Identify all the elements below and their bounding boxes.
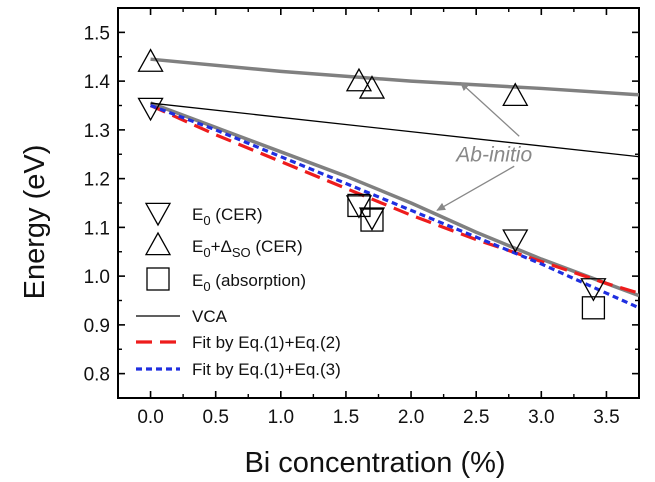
legend-marker-square — [146, 267, 170, 291]
x-tick-label: 0.0 — [137, 407, 163, 428]
ab-initio-line-2 — [149, 101, 639, 298]
data-point-triangle-up — [137, 48, 164, 72]
x-tick-label: 2.5 — [463, 407, 489, 428]
legend-label: Fit by Eq.(1)+Eq.(2) — [192, 333, 341, 352]
series-line-3 — [150, 104, 639, 310]
x-tick-label: 3.5 — [593, 407, 619, 428]
data-point-triangle-up — [345, 67, 373, 92]
legend-marker-triangle-down — [144, 202, 172, 227]
markers-layer — [137, 48, 607, 320]
y-tick-label: 1.1 — [84, 218, 110, 239]
legend-marker-triangle-up — [144, 231, 172, 256]
x-tick-label: 3.0 — [528, 407, 554, 428]
data-point-triangle-down — [345, 195, 373, 219]
y-tick-label: 1.4 — [84, 72, 111, 93]
x-tick-label: 2.0 — [398, 407, 424, 428]
y-tick-label: 1.5 — [84, 23, 110, 44]
series-line-2 — [149, 104, 639, 295]
y-axis-title: Energy (eV) — [19, 145, 51, 300]
y-tick-label: 1.2 — [84, 170, 110, 191]
data-point-triangle-up — [358, 75, 386, 99]
x-axis-title: Bi concentration (%) — [244, 447, 505, 479]
x-tick-label: 1.0 — [268, 407, 294, 428]
data-point-triangle-down — [580, 278, 607, 302]
data-point-triangle-down — [137, 97, 164, 122]
data-point-triangle-down — [502, 229, 529, 253]
y-tick-label: 1.0 — [84, 267, 110, 288]
annotation-layer: Ab-initio — [436, 81, 532, 211]
y-tick-label: 1.3 — [84, 121, 110, 142]
annotation-label: Ab-initio — [454, 143, 532, 166]
legend-label: E0 (absorption) — [192, 271, 306, 294]
lines-layer — [149, 57, 639, 310]
legend-label: VCA — [192, 307, 228, 326]
data-point-square — [581, 296, 606, 320]
legend-label: E0+ΔSO (CER) — [192, 237, 303, 260]
legend: E0 (CER) E0+ΔSO (CER) E0 (absorption) VCA Fi… — [136, 202, 341, 379]
data-point-square — [347, 193, 371, 218]
x-tick-label: 1.5 — [333, 407, 359, 428]
axes-layer: 0.0 0.5 1.0 1.5 2.0 2.5 3.0 3.5 0.8 0.9 1.0 1.1 1.2 1… — [84, 7, 640, 428]
ab-initio-line-1 — [150, 57, 639, 97]
annotation-arrow-up — [459, 81, 520, 137]
y-tick-label: 0.8 — [84, 365, 110, 386]
legend-label: E0 (CER) — [192, 205, 263, 228]
annotation-arrow-down — [436, 165, 515, 211]
y-tick-label: 0.9 — [84, 316, 110, 337]
data-point-triangle-up — [502, 82, 529, 106]
series-line-1 — [150, 102, 639, 158]
data-point-triangle-down — [358, 207, 386, 231]
x-tick-label: 0.5 — [202, 407, 228, 428]
legend-label: Fit by Eq.(1)+Eq.(3) — [192, 360, 341, 379]
data-point-square — [360, 208, 384, 232]
axis-labels-layer: Bi concentration (%) Energy (eV) — [19, 145, 506, 479]
